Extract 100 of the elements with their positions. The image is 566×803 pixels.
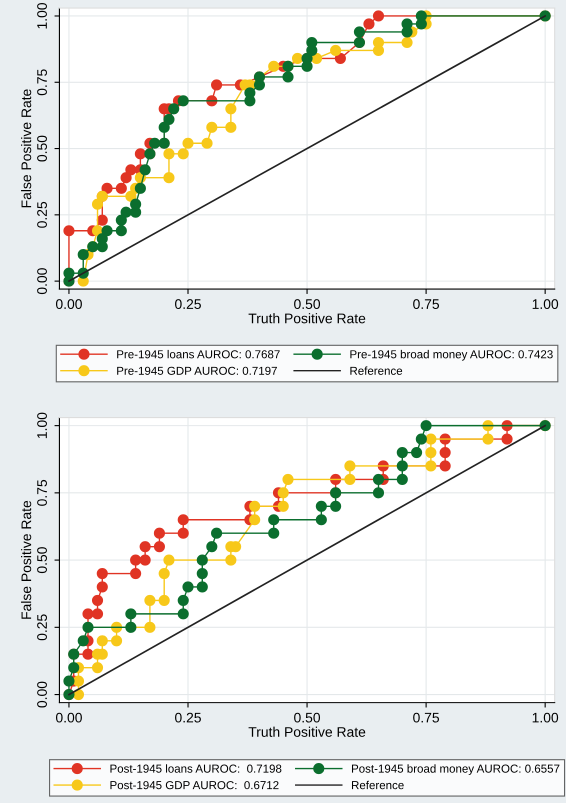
point — [144, 622, 156, 633]
point — [101, 182, 113, 194]
x-tick-label: 0.00 — [56, 299, 82, 310]
point — [96, 581, 108, 593]
point — [82, 622, 94, 633]
point — [120, 206, 132, 218]
point — [268, 528, 280, 539]
x-tick-label: 1.00 — [532, 712, 558, 723]
y-axis-title: False Positive Rate — [21, 500, 32, 619]
point — [316, 500, 327, 512]
point — [96, 214, 108, 226]
point — [158, 122, 170, 133]
x-tick-label: 1.00 — [532, 299, 558, 310]
point — [178, 594, 189, 606]
point — [201, 138, 213, 149]
point — [130, 568, 142, 580]
y-tick-label: 0.75 — [37, 69, 47, 96]
point — [154, 528, 165, 539]
point — [334, 52, 346, 64]
point — [502, 434, 513, 445]
point — [144, 594, 156, 606]
point — [225, 122, 236, 133]
point — [206, 122, 218, 133]
point — [78, 635, 89, 646]
point — [116, 182, 127, 194]
x-tick-label: 0.50 — [294, 299, 320, 310]
y-tick-label: 0.50 — [37, 547, 47, 574]
point — [125, 164, 136, 176]
point — [316, 514, 327, 526]
x-tick-label: 0.25 — [175, 299, 201, 310]
point — [372, 10, 384, 22]
point — [354, 26, 365, 38]
legend-label: Post-1945 loans AUROC: 0.7198 — [110, 764, 282, 773]
point — [278, 487, 289, 498]
point — [282, 71, 294, 83]
point — [372, 474, 384, 485]
point — [416, 434, 427, 445]
point — [116, 214, 127, 226]
point — [92, 594, 104, 606]
point — [268, 60, 280, 72]
point — [396, 446, 408, 458]
point — [411, 446, 422, 458]
point — [178, 528, 189, 539]
legend-label: Post-1945 broad money AUROC: 0.6557 — [352, 764, 560, 775]
x-axis-title: Truth Positive Rate — [248, 313, 366, 324]
legend-label: Reference — [350, 366, 402, 375]
point — [163, 114, 175, 125]
x-tick-label: 0.00 — [56, 712, 82, 723]
y-axis-title: False Positive Rate — [21, 89, 32, 208]
point — [211, 79, 222, 90]
point — [330, 500, 342, 512]
y-tick-label: 0.25 — [37, 614, 47, 640]
point — [92, 608, 104, 620]
x-tick-label: 0.75 — [413, 712, 440, 723]
legend-label: Reference — [352, 780, 404, 790]
point — [140, 554, 151, 566]
point — [178, 148, 189, 160]
point — [149, 138, 160, 149]
point — [63, 676, 75, 687]
point — [182, 138, 194, 149]
legend-label: Pre-1945 loans AUROC: 0.7687 — [117, 350, 280, 358]
point — [111, 635, 122, 646]
point — [278, 500, 289, 512]
legend-label: Pre-1945 broad money AUROC: 0.7423 — [350, 350, 553, 361]
point — [96, 568, 108, 580]
point — [282, 474, 294, 485]
point — [420, 420, 432, 432]
point — [402, 18, 413, 30]
point — [163, 172, 175, 184]
point — [206, 541, 218, 552]
y-tick-label: 0.25 — [37, 202, 47, 228]
point — [154, 541, 165, 552]
point — [163, 554, 175, 566]
point — [68, 662, 80, 674]
point — [402, 36, 413, 48]
point — [292, 52, 304, 64]
point — [92, 198, 104, 210]
legend-label: Post-1945 GDP AUROC: 0.6712 — [110, 781, 279, 790]
point — [163, 148, 175, 160]
point — [158, 594, 170, 606]
point — [440, 460, 451, 472]
point — [396, 460, 408, 472]
point — [120, 172, 132, 184]
point — [78, 249, 89, 260]
point — [178, 514, 189, 526]
point — [130, 198, 142, 210]
point — [249, 514, 260, 526]
point — [268, 514, 280, 526]
point — [168, 103, 180, 114]
point — [425, 460, 436, 472]
point — [140, 164, 151, 176]
y-tick-label: 1.00 — [37, 412, 47, 438]
point — [196, 581, 208, 593]
point — [425, 434, 436, 445]
point — [82, 648, 94, 660]
point — [130, 554, 142, 566]
point — [96, 635, 108, 646]
point — [134, 182, 146, 194]
x-tick-label: 0.25 — [175, 712, 201, 723]
point — [249, 500, 260, 512]
